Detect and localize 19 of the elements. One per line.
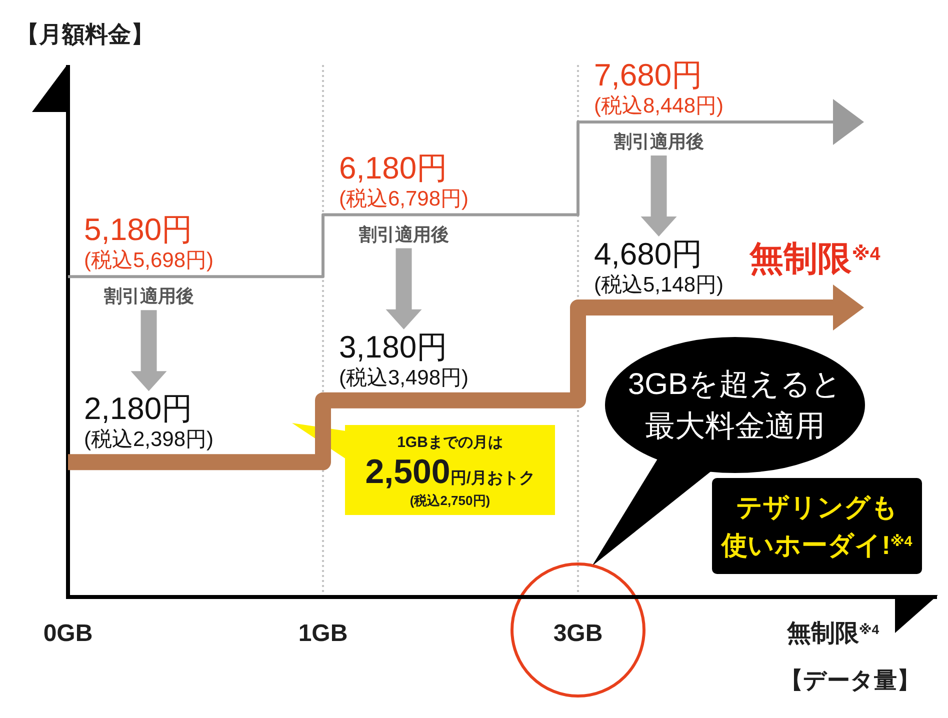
x-tick-label: 0GB [43,620,93,647]
text: 割引適用後 [104,286,194,306]
x-tick-label: 1GB [298,620,348,647]
data-label: 5,180円 (税込5,698円) [84,212,214,272]
data-label: 4,680円 (税込5,148円) [594,236,724,297]
annotation: 無制限$^{※4}$ [748,240,881,278]
y-axis-title: 【月額料金】 [16,21,154,47]
data-label: 7,680円 (税込8,448円) [594,58,724,118]
data-label: 6,180円 (税込6,798円) [339,150,469,210]
data-label: 3,180円 (税込3,498円) [339,329,469,390]
x-axis-title: 【データ量】 [780,667,920,693]
text: 割引適用後 [614,132,704,152]
x-tick-label: 3GB [553,620,603,647]
annotation: 3GBを超えると最大料金適用 [628,368,842,443]
data-label: 2,180円 (税込2,398円) [84,391,214,452]
x-tick-label: 無制限$^{※4}$ [786,620,880,647]
annotation: 1GBまでの月は 2,500円/月おトク (税込2,750円) [365,434,535,508]
text: 割引適用後 [358,224,449,244]
text: テザリングも使いホーダイ!$^{※4}$ [720,492,912,560]
